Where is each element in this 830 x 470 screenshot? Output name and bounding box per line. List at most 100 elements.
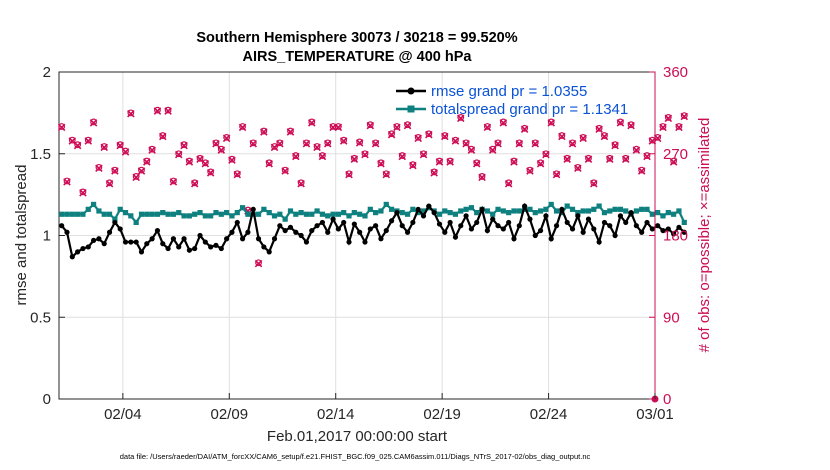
obs-assimilated-marker [616,119,625,127]
rmse-point [633,223,639,229]
rmse-point [655,223,661,229]
totalspread-point [160,210,166,216]
obs-possible-marker [366,121,374,129]
obs-possible-marker [606,154,614,162]
totalspread-point [378,208,384,214]
rmse-point [612,232,618,239]
totalspread-point [149,211,155,217]
obs-assimilated-marker [350,155,359,163]
rmse-point [330,216,336,222]
obs-assimilated-marker [79,189,87,197]
rmse-point [378,236,384,242]
obs-possible-marker [122,147,129,155]
obs-assimilated-marker [148,146,156,154]
obs-assimilated-stroke [222,134,231,143]
obs-possible-marker [106,179,113,187]
obs-assimilated-stroke [600,132,609,141]
obs-possible-marker [319,152,326,159]
totalspread-point [580,208,586,214]
obs-assimilated-marker [153,107,162,115]
obs-assimilated-stroke [430,169,438,177]
obs-assimilated-marker [542,150,550,159]
rmse-point [192,245,198,252]
legend-rmse-label: rmse grand pr = 1.0355 [431,83,587,100]
obs-assimilated-stroke [414,134,422,143]
rmse-point [373,223,379,229]
obs-possible-marker [505,179,513,187]
obs-assimilated-marker [441,132,449,141]
totalspread-point [420,208,427,214]
obs-possible-marker [191,179,199,187]
obs-possible-marker [393,123,401,130]
x-tick-label: 02/14 [317,406,355,423]
rmse-point [495,223,501,229]
obs-possible-marker [260,127,268,135]
totalspread-point [591,206,597,212]
legend-totalspread-marker [407,105,415,113]
x-tick-label: 02/09 [211,406,249,423]
obs-assimilated-marker [419,150,428,159]
totalspread-point [553,208,560,214]
obs-possible-marker [414,133,422,141]
obs-possible-marker [553,170,560,178]
rmse-point [569,226,576,232]
rmse-point [644,219,650,226]
obs-assimilated-marker [308,119,316,127]
totalspread-point [585,208,592,214]
totalspread-point [676,208,682,214]
totalspread-point [404,211,411,217]
obs-assimilated-stroke [409,161,417,170]
obs-possible-marker [356,138,364,146]
obs-assimilated-stroke [382,170,391,179]
obs-assimilated-marker [190,179,199,188]
rmse-point [404,229,411,235]
rmse-point [607,223,613,229]
rmse-point [367,226,373,232]
obs-assimilated-marker [366,121,375,130]
totalspread-point [665,210,671,216]
obs-possible-marker [489,145,497,153]
totalspread-point [122,210,129,216]
obs-assimilated-stroke [494,139,502,148]
x-tick-label: 02/24 [530,406,568,423]
rmse-point [436,221,443,227]
obs-possible-marker [207,168,215,176]
obs-assimilated-marker [265,159,273,168]
obs-assimilated-marker [185,158,194,166]
totalspread-point [463,206,469,212]
obs-possible-marker [382,170,390,178]
obs-assimilated-marker [584,155,593,163]
obs-assimilated-marker [143,158,151,166]
rmse-point [537,227,544,234]
obs-assimilated-stroke [488,146,497,154]
obs-assimilated-stroke [116,141,124,150]
obs-assimilated-stroke [472,159,481,168]
obs-assimilated-stroke [292,152,300,161]
totalspread-point [309,211,315,217]
obs-possible-marker [249,139,257,147]
rmse-point [479,206,485,212]
rmse-point [186,247,192,253]
obs-assimilated-stroke [297,179,305,188]
rmse-point [245,229,251,235]
rmse-point [261,244,267,250]
rmse-point [101,241,107,247]
totalspread-point [133,219,139,226]
obs-assimilated-stroke [584,155,593,163]
rmse-point [64,229,70,235]
obs-possible-marker [159,132,167,139]
obs-assimilated-marker [488,146,497,154]
rmse-point [133,239,139,245]
obs-possible-marker [212,139,220,147]
obs-assimilated-stroke [467,146,476,154]
obs-assimilated-stroke [164,107,172,115]
rmse-point [660,227,666,234]
obs-assimilated-stroke [345,170,353,179]
obs-assimilated-marker [611,141,619,150]
rmse-point [601,219,608,226]
obs-assimilated-marker [531,139,540,148]
obs-assimilated-stroke [276,139,284,148]
rmse-point [117,226,123,232]
obs-assimilated-marker [313,143,321,152]
obs-assimilated-stroke [233,170,242,179]
